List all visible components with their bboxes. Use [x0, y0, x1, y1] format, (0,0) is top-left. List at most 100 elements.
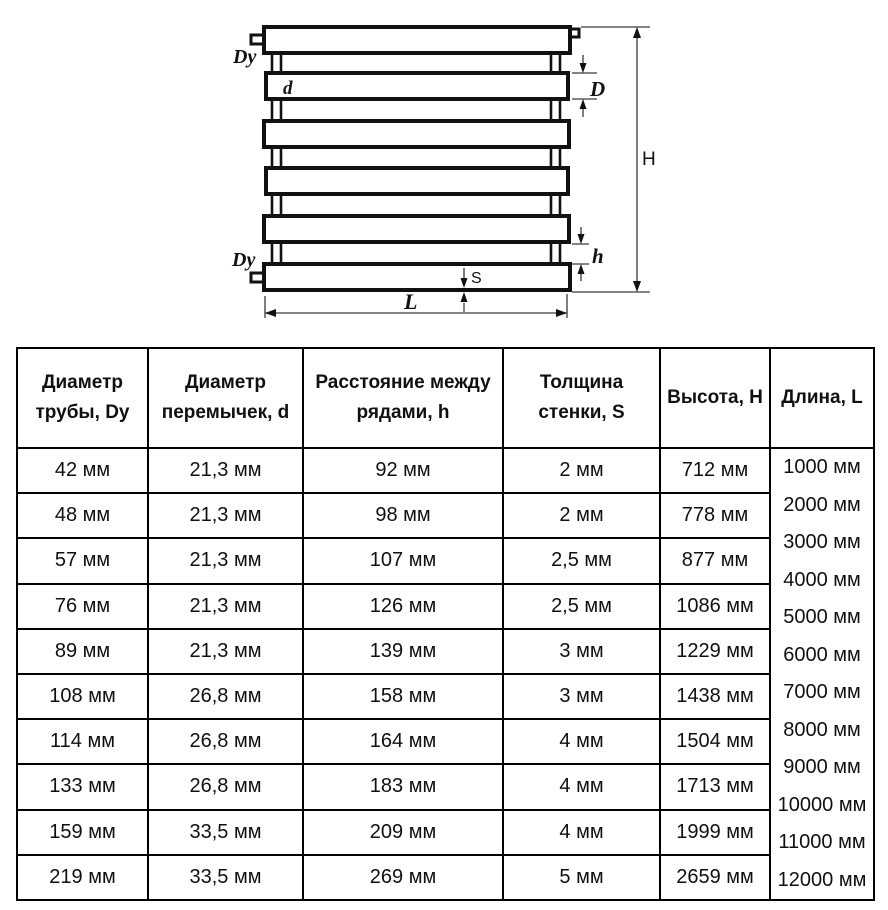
- table-row: 57 мм 21,3 мм 107 мм 2,5 мм 877 мм: [16, 537, 874, 585]
- dimension-L: [264, 294, 568, 318]
- arrow-right-icon: [556, 309, 567, 317]
- cell-dy: 108 мм: [16, 672, 149, 721]
- dimension-h: [572, 227, 589, 281]
- dimensions-table: Диаметр трубы, Dy Диаметр перемычек, d Р…: [16, 347, 875, 902]
- cell-height: 877 мм: [659, 537, 771, 585]
- length-value: 5000 мм: [783, 606, 861, 628]
- cell-h: 209 мм: [302, 808, 504, 856]
- cell-d: 33,5 мм: [147, 808, 304, 856]
- cell-h: 269 мм: [302, 853, 504, 902]
- cell-s: 4 мм: [502, 718, 661, 766]
- cell-height: 778 мм: [659, 492, 771, 540]
- label-dy-bottom: Dy: [231, 249, 255, 271]
- table-row: 159 мм 33,5 мм 209 мм 4 мм 1999 мм: [16, 808, 874, 856]
- length-value: 7000 мм: [783, 681, 861, 703]
- tube-row-6: [262, 262, 572, 292]
- col-header-nipple-diameter: Диаметр перемычек, d: [147, 347, 304, 449]
- cell-d: 21,3 мм: [147, 537, 304, 585]
- length-value: 2000 мм: [783, 493, 861, 516]
- cell-h: 126 мм: [302, 582, 504, 630]
- cell-s: 2 мм: [502, 492, 661, 540]
- length-value: 6000 мм: [783, 643, 861, 666]
- cell-dy: 114 мм: [16, 718, 149, 766]
- cell-d: 26,8 мм: [147, 672, 304, 721]
- cell-h: 158 мм: [302, 672, 504, 721]
- cell-height: 712 мм: [659, 446, 771, 495]
- cell-s: 4 мм: [502, 808, 661, 856]
- cell-s: 5 мм: [502, 853, 661, 902]
- tube-row-5: [262, 214, 571, 244]
- cell-dy: 76 мм: [16, 582, 149, 630]
- length-value: 10000 мм: [777, 793, 867, 816]
- length-value: 12000 мм: [777, 868, 867, 891]
- label-h: h: [592, 244, 604, 268]
- col-header-height: Высота, H: [659, 347, 771, 449]
- length-values-cell: 1000 мм 2000 мм 3000 мм 4000 мм 5000 мм …: [769, 447, 875, 901]
- arrow-up-icon: [579, 99, 587, 109]
- arrow-up-icon: [460, 292, 468, 302]
- cell-d: 21,3 мм: [147, 446, 304, 495]
- label-H: H: [642, 149, 656, 170]
- cell-height: 2659 мм: [659, 853, 771, 902]
- header-row: Диаметр трубы, Dy Диаметр перемычек, d Р…: [16, 347, 875, 449]
- length-value: 9000 мм: [783, 756, 861, 778]
- dimension-S: [460, 268, 468, 312]
- label-D: D: [589, 77, 605, 101]
- cell-height: 1438 мм: [659, 672, 771, 721]
- table-row: 42 мм 21,3 мм 92 мм 2 мм 712 мм 1000 мм …: [16, 446, 875, 901]
- length-value: 11000 мм: [778, 831, 866, 853]
- arrow-down-icon: [460, 278, 468, 288]
- cell-d: 26,8 мм: [147, 718, 304, 766]
- cell-d: 21,3 мм: [147, 582, 304, 630]
- table-row: 48 мм 21,3 мм 98 мм 2 мм 778 мм: [16, 492, 874, 540]
- cell-dy: 57 мм: [16, 537, 149, 585]
- cell-h: 107 мм: [302, 537, 504, 585]
- arrow-down-icon: [633, 281, 641, 292]
- register-drawing: D h H S: [231, 25, 656, 318]
- cell-h: 139 мм: [302, 627, 504, 675]
- cell-h: 164 мм: [302, 718, 504, 766]
- cell-h: 92 мм: [302, 446, 504, 495]
- dimension-H: [572, 26, 650, 293]
- cell-h: 98 мм: [302, 492, 504, 540]
- cell-d: 21,3 мм: [147, 627, 304, 675]
- length-value: 3000 мм: [783, 531, 861, 553]
- cell-height: 1713 мм: [659, 763, 771, 811]
- cell-dy: 133 мм: [16, 763, 149, 811]
- length-value: 8000 мм: [783, 718, 861, 741]
- cell-dy: 159 мм: [16, 808, 149, 856]
- col-header-row-spacing: Расстояние между рядами, h: [302, 347, 504, 449]
- cell-d: 33,5 мм: [147, 853, 304, 902]
- label-dy-top: Dy: [232, 46, 256, 68]
- cell-dy: 219 мм: [16, 853, 149, 902]
- dimension-D: [572, 55, 597, 117]
- cell-s: 4 мм: [502, 763, 661, 811]
- cell-d: 26,8 мм: [147, 763, 304, 811]
- cell-height: 1229 мм: [659, 627, 771, 675]
- arrow-up-icon: [633, 27, 641, 38]
- cell-s: 2 мм: [502, 446, 661, 495]
- col-header-pipe-diameter: Диаметр трубы, Dy: [16, 347, 149, 449]
- cell-dy: 89 мм: [16, 627, 149, 675]
- table-row: 89 мм 21,3 мм 139 мм 3 мм 1229 мм: [16, 627, 874, 675]
- tube-row-3: [262, 119, 571, 149]
- label-d: d: [283, 78, 293, 99]
- tube-row-1: [262, 25, 572, 55]
- tube-row-2: [264, 71, 570, 101]
- cell-dy: 42 мм: [16, 446, 149, 495]
- table-row: 133 мм 26,8 мм 183 мм 4 мм 1713 мм: [16, 763, 874, 811]
- label-S: S: [471, 270, 482, 287]
- cell-s: 2,5 мм: [502, 537, 661, 585]
- cell-dy: 48 мм: [16, 492, 149, 540]
- cell-h: 183 мм: [302, 763, 504, 811]
- label-L: L: [403, 289, 417, 314]
- cell-height: 1504 мм: [659, 718, 771, 766]
- cell-height: 1086 мм: [659, 582, 771, 630]
- table-row: 114 мм 26,8 мм 164 мм 4 мм 1504 мм: [16, 718, 874, 766]
- col-header-length: Длина, L: [769, 347, 875, 449]
- cell-d: 21,3 мм: [147, 492, 304, 540]
- table-row: 219 мм 33,5 мм 269 мм 5 мм 2659 мм: [16, 853, 874, 902]
- cell-s: 2,5 мм: [502, 582, 661, 630]
- cell-s: 3 мм: [502, 627, 661, 675]
